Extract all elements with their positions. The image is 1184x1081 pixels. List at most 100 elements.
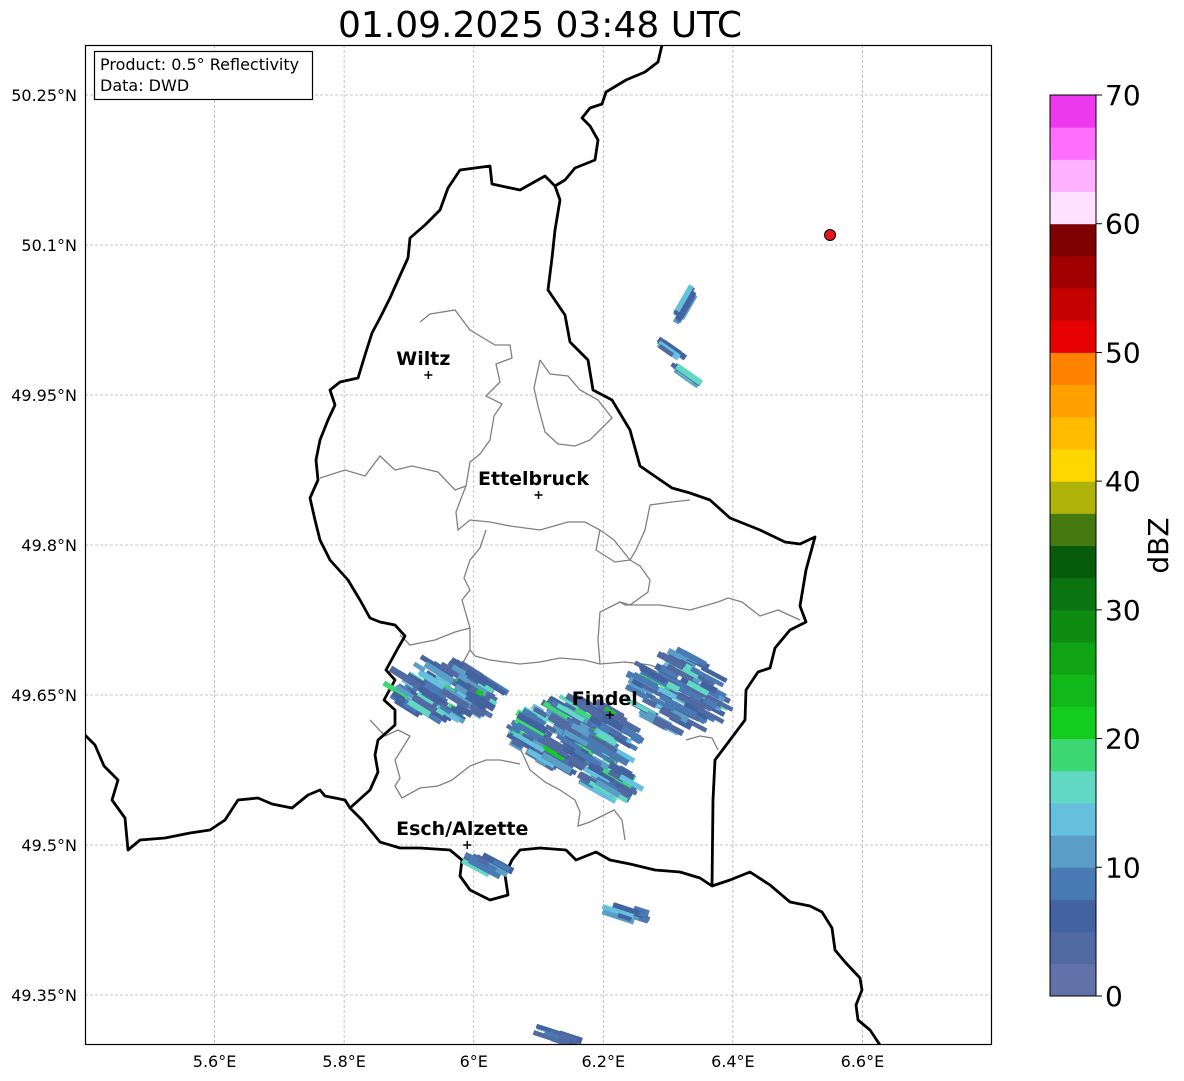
radar-echo-cell	[692, 712, 708, 724]
radar-echo-cell	[532, 706, 548, 720]
city-label: Wiltz	[396, 348, 450, 370]
city-label: Ettelbruck	[478, 468, 589, 490]
colorbar-label: dBZ	[1142, 517, 1175, 573]
city-marker: Ettelbruck	[478, 468, 589, 499]
colorbar-segment	[1050, 416, 1096, 450]
radar-echo-cell	[515, 722, 545, 743]
radar-echo-cell	[536, 736, 569, 758]
radar-echo-cell	[526, 748, 556, 769]
colorbar-segment	[1050, 931, 1096, 965]
map-title: 01.09.2025 03:48 UTC	[337, 5, 743, 46]
radar-echo-cell	[558, 694, 581, 710]
colorbar-segment	[1050, 223, 1096, 257]
radar-echo-cell	[549, 712, 571, 728]
colorbar-segment	[1050, 802, 1096, 836]
radar-echo-cell	[440, 687, 471, 710]
radar-echo-cell	[540, 752, 573, 775]
radar-echo-cell	[608, 728, 628, 743]
radar-echo-cell	[653, 715, 685, 737]
radar-echo-cell	[510, 723, 523, 735]
radar-echo-cell	[449, 705, 464, 717]
radar-echo-cell	[510, 738, 524, 749]
radar-echo-cell	[572, 698, 604, 720]
radar-echo-cell	[632, 905, 650, 917]
radar-echo-cell	[563, 729, 589, 747]
radar-echo-cell	[700, 665, 728, 683]
radar-echo-cell	[388, 665, 423, 690]
radar-echo-cell	[477, 856, 489, 867]
radar-echo-cell	[412, 661, 426, 673]
colorbar-segment	[1050, 738, 1096, 772]
radar-site-marker	[824, 229, 837, 241]
colorbar-segment	[1050, 320, 1096, 353]
radar-echo-cell	[464, 669, 489, 687]
radar-echo-cell	[549, 1029, 578, 1044]
colorbar-segment	[1050, 255, 1096, 289]
radar-echo-cell	[455, 678, 472, 691]
city-marker: Wiltz	[396, 348, 450, 379]
latitude-tick-label: 49.5°N	[21, 836, 77, 855]
radar-echo-cell	[597, 743, 630, 767]
radar-echo-cell	[469, 705, 484, 718]
radar-echo-cell	[417, 685, 442, 704]
radar-echo-cell	[602, 784, 621, 798]
radar-echo-cell	[659, 664, 679, 680]
radar-echo-cell	[424, 681, 449, 700]
radar-echo-cell	[674, 284, 694, 313]
map-gridlines	[85, 45, 992, 1045]
radar-echo-cell	[665, 681, 681, 693]
longitude-tick-label: 5.8°E	[322, 1052, 366, 1071]
latitude-tick-label: 50.25°N	[11, 86, 77, 105]
radar-echo-cell	[675, 290, 697, 322]
radar-echo-cell	[618, 774, 645, 792]
radar-echo-cell	[578, 722, 590, 732]
radar-echo-cell	[544, 1030, 561, 1040]
colorbar-segment	[1050, 545, 1096, 579]
colorbar-segment	[1050, 577, 1096, 611]
radar-echo-cell	[391, 690, 405, 703]
radar-echo-cell	[595, 730, 618, 747]
product-text: Product: 0.5° Reflectivity	[100, 55, 299, 74]
latitude-tick-labels: 50.25°N 50.1°N 49.95°N 49.8°N 49.65°N 49.5°N 4…	[11, 86, 77, 1005]
longitude-tick-label: 6.6°E	[841, 1052, 885, 1071]
colorbar-segment	[1050, 513, 1096, 546]
colorbar-tick-label: 70	[1105, 79, 1141, 112]
radar-echo-cell	[622, 906, 641, 917]
colorbar: 0 10 20 30 40 50 60 70	[1049, 79, 1141, 1013]
colorbar-tick-label: 30	[1105, 594, 1141, 627]
national-borders	[85, 45, 882, 1045]
radar-echo-cell	[675, 363, 703, 386]
radar-echo-cell	[666, 647, 698, 669]
radar-echo-cell	[650, 695, 675, 712]
radar-echo-cell	[657, 343, 675, 358]
city-markers: Wiltz Ettelbruck Findel Esch/Alzette	[396, 348, 638, 849]
radar-echo-cell	[699, 680, 718, 695]
colorbar-segment	[1050, 867, 1096, 900]
radar-echo-cell	[514, 716, 547, 740]
radar-echo-cell	[492, 859, 511, 872]
radar-echo-cell	[406, 698, 432, 718]
radar-echo-cell	[624, 684, 650, 701]
radar-echo-cell	[631, 678, 644, 689]
colorbar-tick-label: 40	[1105, 465, 1141, 498]
city-marker: Findel	[572, 688, 638, 719]
colorbar-segment	[1050, 835, 1096, 868]
canton-boundaries	[319, 309, 801, 841]
radar-echo-cell	[637, 681, 664, 698]
radar-echo-cell	[659, 693, 692, 715]
city-label: Esch/Alzette	[396, 818, 528, 840]
radar-echo-cell	[455, 703, 474, 718]
radar-echo-cell	[512, 731, 545, 753]
latitude-tick-label: 50.1°N	[21, 236, 77, 255]
data-source-text: Data: DWD	[100, 76, 189, 95]
radar-echo-cell	[675, 646, 707, 667]
radar-echo-cell	[690, 666, 725, 688]
colorbar-segment	[1050, 95, 1096, 128]
longitude-tick-label: 5.6°E	[193, 1052, 237, 1071]
colorbar-segment	[1050, 609, 1096, 643]
radar-echo-cell	[542, 701, 570, 720]
colorbar-segment	[1050, 674, 1096, 707]
radar-echo-cell	[668, 708, 690, 724]
radar-echo-cell	[402, 700, 419, 714]
colorbar-tick-label: 50	[1105, 336, 1141, 369]
